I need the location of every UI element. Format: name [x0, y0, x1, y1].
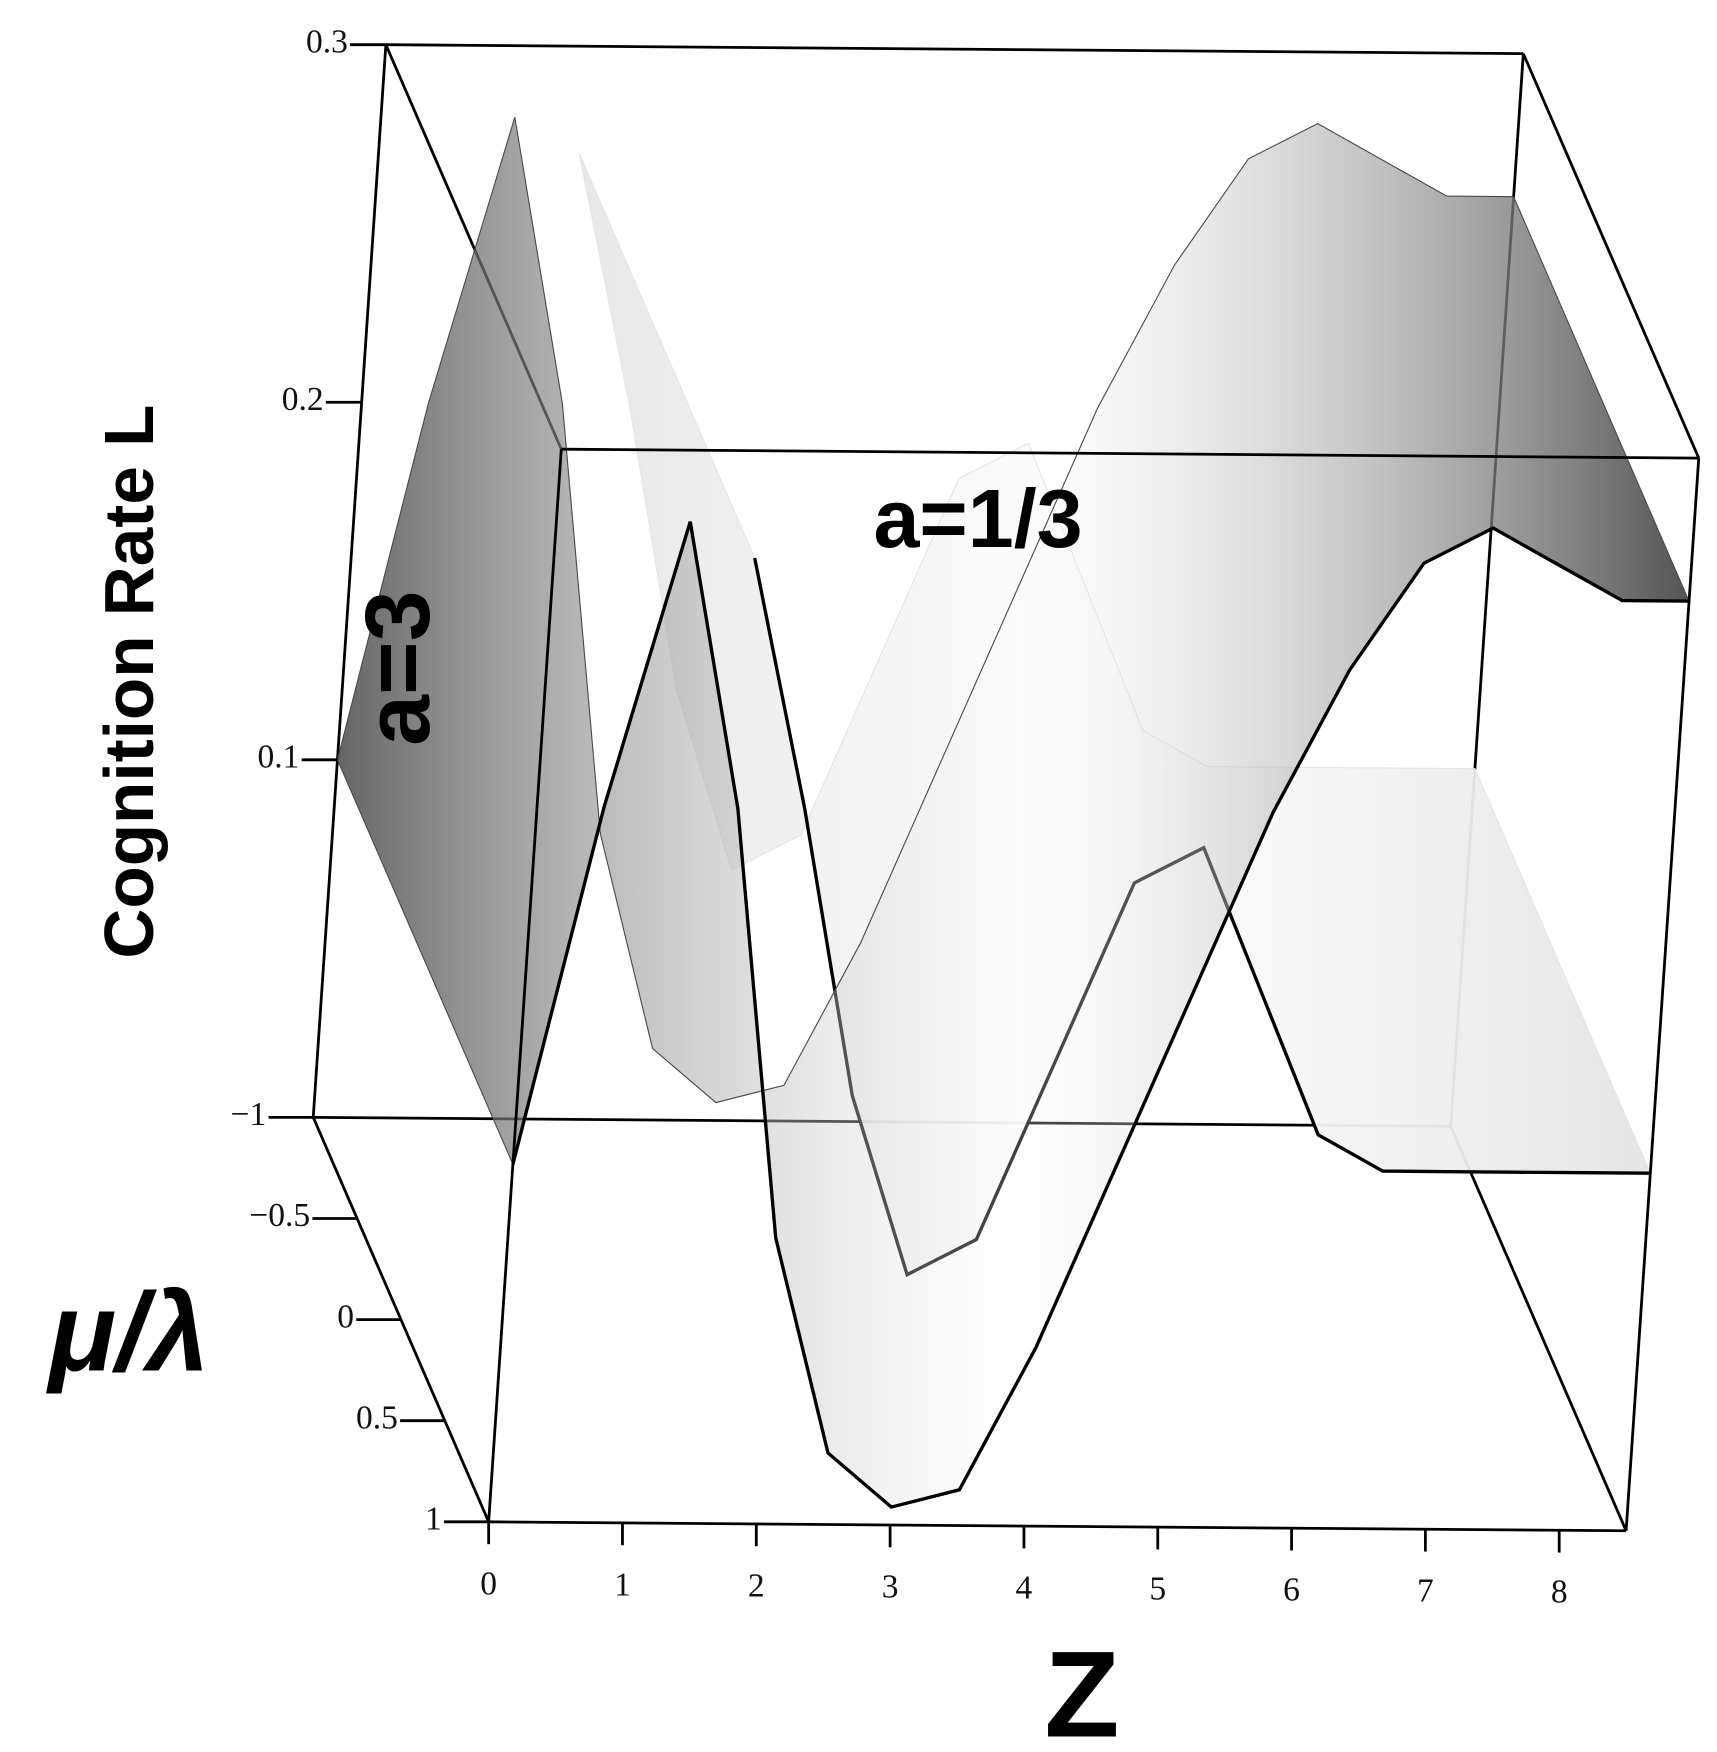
z-tick-label: 0.1 — [258, 738, 300, 775]
y-tick-label: 0 — [337, 1298, 354, 1335]
plot: 0 1 2 3 4 5 6 7 8 −1 −0.5 0 0.5 1 0.1 0.2 0.3 — [231, 23, 1701, 1611]
box-edge — [1449, 1125, 1628, 1532]
y-tick-label: 0.5 — [356, 1399, 398, 1436]
box-edge — [1522, 53, 1701, 459]
y-tick-label: −0.5 — [249, 1197, 310, 1234]
surface-edge — [511, 521, 1690, 1509]
box-edge — [487, 449, 563, 1522]
x-axis-label: Z — [1044, 1626, 1119, 1752]
y-tick-label: −1 — [231, 1096, 267, 1133]
x-tick-label: 1 — [614, 1566, 631, 1603]
box-edge — [385, 43, 1524, 56]
z-axis-label: Cognition Rate L — [90, 405, 168, 959]
y-tick-label: 1 — [425, 1501, 442, 1538]
y-axis-label: μ/λ — [46, 1269, 210, 1394]
box-edge — [561, 447, 1699, 460]
series-annotation: a=3 — [347, 590, 449, 745]
x-tick-label: 5 — [1149, 1571, 1166, 1608]
x-tick-label: 6 — [1283, 1572, 1300, 1609]
box-edge — [488, 1520, 1627, 1533]
z-tick-label: 0.3 — [306, 23, 348, 60]
x-tick-label: 8 — [1551, 1574, 1568, 1611]
x-tick-label: 7 — [1417, 1573, 1434, 1610]
x-tick-label: 2 — [748, 1567, 765, 1604]
x-tick-label: 0 — [480, 1565, 497, 1602]
box-edge — [311, 44, 388, 1118]
x-tick-label: 4 — [1016, 1570, 1033, 1607]
x-tick-label: 3 — [882, 1568, 899, 1605]
series-annotation: a=1/3 — [873, 472, 1082, 565]
z-tick-label: 0.2 — [282, 381, 324, 418]
box-edge — [1624, 458, 1701, 1531]
